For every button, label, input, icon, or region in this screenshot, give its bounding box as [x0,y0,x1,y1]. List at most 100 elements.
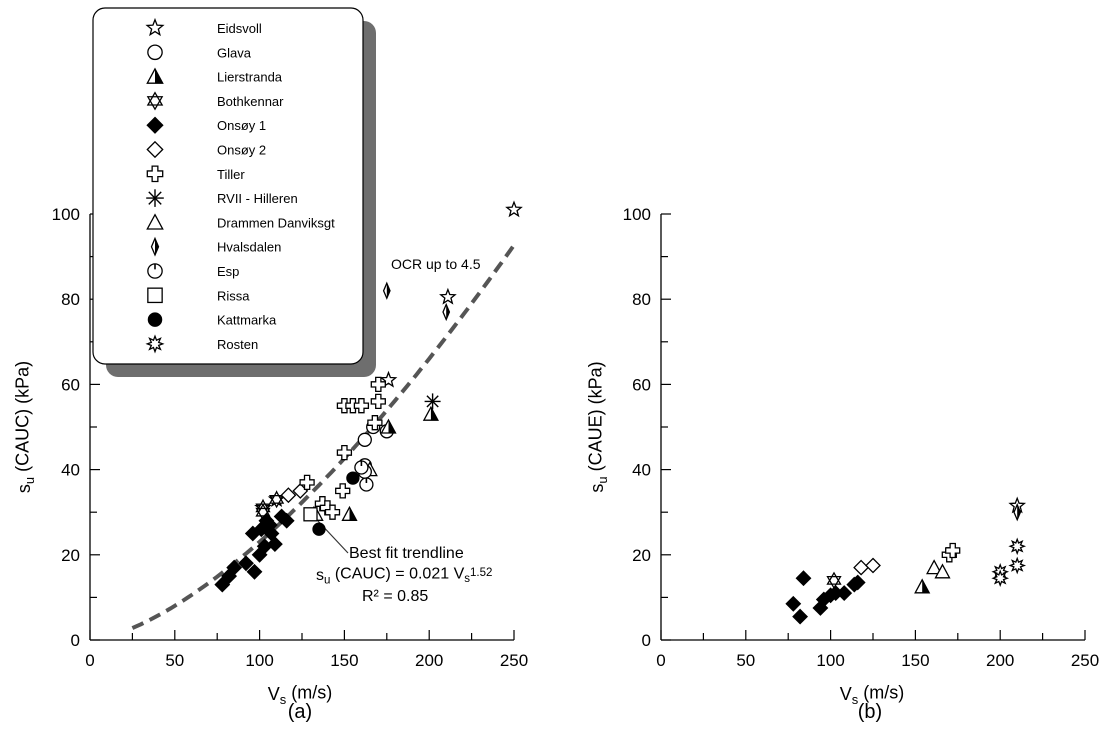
legend-entry-glava: Glava [147,44,252,61]
data-point-onsoy-1 [849,574,866,591]
data-point-hvalsdalen [1013,503,1022,522]
legend-label: Eidsvoll [217,21,262,36]
series-rvii-hilleren [424,393,441,410]
series-tiller [299,376,386,520]
series-hvalsdalen [1013,503,1022,522]
x-tick-label: 50 [165,651,184,670]
data-point-onsoy-2 [865,557,881,574]
data-point-onsoy-1 [792,608,809,625]
data-point-rosten [1008,537,1027,556]
x-tick-label: 100 [245,651,273,670]
data-point-onsoy-1 [226,559,243,576]
legend-entry-bothkennar: Bothkennar [146,91,284,111]
panel-label: (a) [288,701,312,723]
legend-entry-onsoy-2: Onsøy 2 [146,140,266,159]
data-point-onsoy-1 [278,512,295,529]
legend-symbol [146,116,164,134]
series-onsoy-1 [214,508,295,593]
x-tick-label: 250 [1071,651,1099,670]
legend-label: Hvalsdalen [217,240,281,255]
data-point-tiller [370,376,386,393]
y-tick-label: 0 [71,631,80,650]
panel-a: 0 50 100 150 200 250 0 20 40 60 80 100 Vs (m/s) su (C… [12,200,528,723]
series-rissa [303,507,318,522]
series-bothkennar [826,571,842,590]
series-hvalsdalen [382,281,451,322]
legend-entry-rissa: Rissa [147,287,250,303]
legend-label: Drammen Danviksgt [217,215,335,230]
series-kattmarka [312,471,360,536]
x-tick-label: 50 [736,651,755,670]
data-point-tiller [324,504,341,520]
series-onsoy-1 [785,570,866,625]
legend-symbol [146,213,164,230]
data-point-hvalsdalen [442,302,451,322]
equation-annotation: su (CAUC) = 0.021 Vs1.52 [316,566,492,587]
legend-symbol [145,17,165,37]
x-tick-label: 200 [986,651,1014,670]
data-point-tiller [370,393,386,410]
legend-entry-rvii-hilleren: RVII - Hilleren [146,189,298,207]
legend-label: Glava [217,45,252,60]
data-point-lierstranda [914,578,931,594]
legend-symbol [146,189,164,207]
data-point-kattmarka [346,471,360,485]
legend-label: RVII - Hilleren [217,191,298,206]
y-tick-label: 60 [61,375,80,394]
data-point-tiller [336,444,353,461]
legend-symbol [150,236,160,257]
legend-symbol [146,91,164,111]
data-point-tiller [335,483,351,499]
y-tick-label: 100 [623,205,651,224]
data-point-onsoy-1 [238,555,254,572]
y-tick-label: 80 [61,290,80,309]
legend-entry-tiller: Tiller [146,165,245,183]
x-tick-label: 250 [500,651,528,670]
legend-entry-esp: Esp [147,263,239,279]
legend-label: Rissa [217,288,250,303]
legend-label: Lierstranda [217,70,283,85]
data-point-rvii-hilleren [424,393,441,410]
legend-label: Esp [217,264,239,279]
data-point-lierstranda [380,418,397,434]
data-point-rosten [991,569,1010,588]
series-rosten [991,537,1027,588]
series-onsoy-2 [280,482,309,504]
series-bothkennar [255,490,285,521]
series-tiller [941,542,961,563]
legend-label: Onsøy 2 [217,143,266,158]
y-axis-title: su (CAUC) (kPa) [12,361,36,493]
legend-symbol [147,44,163,61]
x-tick-label: 0 [85,651,94,670]
data-point-drammen-danviksgt [926,559,943,575]
best-fit-annotation: Best fit trendline [349,545,464,562]
x-tick-label: 150 [330,651,358,670]
y-tick-label: 40 [632,461,651,480]
legend-box [92,7,364,365]
legend-symbol [147,263,163,279]
legend-label: Onsøy 1 [217,118,266,133]
legend-entry-hvalsdalen: Hvalsdalen [150,236,281,257]
data-point-onsoy-1 [795,570,812,587]
data-point-bothkennar [268,490,285,509]
data-point-onsoy-1 [246,563,263,580]
y-tick-label: 100 [52,205,80,224]
legend-entry-eidsvoll: Eidsvoll [145,17,262,37]
legend-symbol [146,67,164,84]
x-tick-label: 150 [901,651,929,670]
data-point-glava [357,432,372,447]
data-point-drammen-danviksgt [934,563,951,579]
trendline [131,243,516,630]
data-point-lierstranda [341,505,358,521]
legend-entry-onsoy-1: Onsøy 1 [146,116,266,134]
data-point-onsoy-2 [853,559,870,576]
y-tick-label: 80 [632,290,651,309]
x-axis-title: Vs (m/s) [268,682,332,706]
data-point-onsoy-1 [266,536,283,553]
series-lierstranda [914,578,931,594]
legend-symbol [145,334,165,354]
y-tick-label: 20 [632,546,651,565]
data-point-rosten [1008,556,1027,575]
data-point-tiller [367,415,383,431]
x-tick-label: 0 [656,651,665,670]
